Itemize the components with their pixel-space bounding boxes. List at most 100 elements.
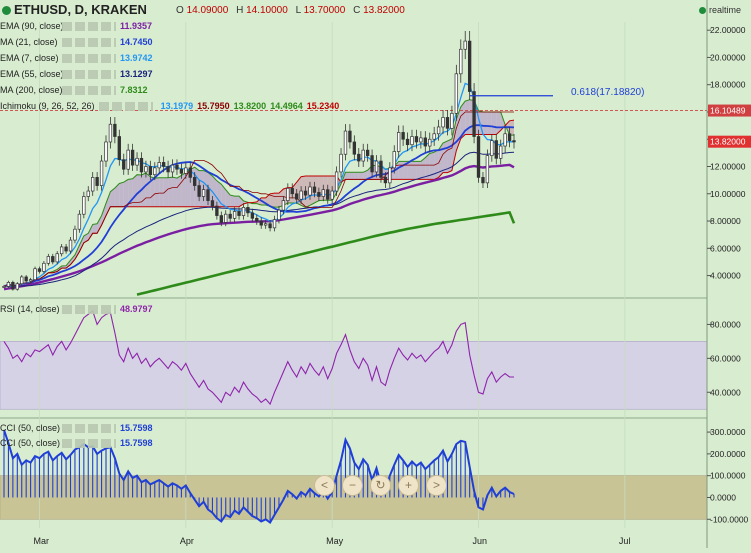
candle-body xyxy=(197,185,201,197)
candle-body xyxy=(450,112,454,129)
ohlc-low-key: L xyxy=(295,5,301,16)
candle-body xyxy=(432,133,436,140)
price-tick-label: 22.00000 xyxy=(710,25,746,35)
price-tick-label: 8.00000 xyxy=(710,216,741,226)
candle-body xyxy=(11,282,15,290)
candle-body xyxy=(499,145,503,159)
legend-ma-21-value: 14.7450 xyxy=(120,37,153,47)
cloud-segment xyxy=(114,183,120,207)
legend-controls-icon[interactable] xyxy=(98,102,153,112)
ohlc-high-key: H xyxy=(236,5,244,16)
legend-ema-55[interactable]: EMA (55, close) 13.1297 xyxy=(0,69,153,83)
rsi-tick-label: 60.0000 xyxy=(710,353,741,363)
reset-button[interactable]: ↻ xyxy=(370,475,391,496)
realtime-indicator[interactable]: realtime xyxy=(698,5,741,15)
legend-cci-2-name: CCI (50, close) xyxy=(0,438,61,448)
legend-ema-55-name: EMA (55, close) xyxy=(0,69,64,79)
legend-cci-2[interactable]: CCI (50, close) 15.7598 xyxy=(0,438,153,452)
candle-body xyxy=(317,192,321,197)
candle-body xyxy=(272,219,277,229)
legend-ema-7[interactable]: EMA (7, close) 13.9742 xyxy=(0,53,153,67)
status-dot-icon xyxy=(2,6,11,16)
legend-cci-1[interactable]: CCI (50, close) 15.7598 xyxy=(0,423,153,437)
candle-body xyxy=(46,256,51,264)
candle-body xyxy=(299,190,303,200)
candle-body xyxy=(370,155,374,173)
legend-ema-55-value: 13.1297 xyxy=(120,69,153,79)
legend-controls-icon[interactable] xyxy=(62,22,116,32)
candle-body xyxy=(184,167,188,174)
price-tick-label: 18.00000 xyxy=(710,80,746,90)
cloud-segment xyxy=(199,170,204,207)
cloud-segment xyxy=(110,187,115,207)
ohlc-low-value: 13.70000 xyxy=(303,5,346,16)
legend-controls-icon[interactable] xyxy=(62,70,116,80)
candle-body xyxy=(286,187,290,201)
legend-controls-icon[interactable] xyxy=(62,424,116,434)
candle-body xyxy=(428,138,432,147)
legend-controls-icon[interactable] xyxy=(62,38,116,48)
candle-body xyxy=(99,160,104,186)
legend-ema-90[interactable]: EMA (90, close) 11.9357 xyxy=(0,21,152,35)
legend-rsi[interactable]: RSI (14, close) 48.9797 xyxy=(0,304,153,318)
scroll-left-button[interactable]: < xyxy=(314,475,335,496)
cloud-segment xyxy=(88,224,93,241)
candle-body xyxy=(42,262,46,272)
legend-ichimoku[interactable]: Ichimoku (9, 26, 52, 26) 13.1979 15.7950 13… xyxy=(0,101,339,115)
cloud-segment xyxy=(230,195,235,207)
last-price-label-bg xyxy=(708,135,751,148)
ema-55-line xyxy=(3,151,515,287)
ichimoku-span-a-value: 14.4964 xyxy=(270,101,303,111)
hline-price-label: 16.10489 xyxy=(710,106,746,116)
cloud-segment xyxy=(141,172,146,207)
candle-body xyxy=(503,133,507,147)
cloud-segment xyxy=(358,172,364,180)
candle-body xyxy=(250,212,255,219)
legend-controls-icon[interactable] xyxy=(62,305,116,315)
candle-body xyxy=(321,189,325,197)
scroll-right-button[interactable]: > xyxy=(426,475,447,496)
candle-body xyxy=(259,220,263,226)
candle-body xyxy=(277,209,281,221)
candle-body xyxy=(228,213,232,219)
fib-label: 0.618(17.18820) xyxy=(571,87,644,98)
candle-body xyxy=(170,164,175,173)
candle-body xyxy=(255,217,259,222)
cloud-segment xyxy=(221,184,226,207)
zoom-in-button[interactable]: + xyxy=(398,475,419,496)
ohlc-readout: O 14.09000 H 14.10000 L 13.70000 C 13.82… xyxy=(176,5,410,16)
cloud-segment xyxy=(154,177,160,207)
candle-body xyxy=(20,276,24,285)
cloud-segment xyxy=(97,215,102,234)
candle-body xyxy=(512,140,516,143)
zoom-out-button[interactable]: − xyxy=(342,475,363,496)
legend-ma-21[interactable]: MA (21, close) 14.7450 xyxy=(0,37,153,51)
legend-controls-icon[interactable] xyxy=(62,439,116,449)
candle-body xyxy=(463,40,467,50)
legend-controls-icon[interactable] xyxy=(62,54,116,64)
chart-navigation: < − ↻ + > xyxy=(314,475,454,497)
candle-body xyxy=(290,187,294,195)
candle-body xyxy=(161,162,166,167)
cloud-segment xyxy=(487,111,492,135)
cloud-segment xyxy=(106,191,111,216)
candle-body xyxy=(91,177,95,192)
candle-body xyxy=(397,132,401,152)
candle-body xyxy=(361,149,365,162)
fibonacci-line[interactable]: 0.618(17.18820) xyxy=(470,87,644,98)
legend-ma-200[interactable]: MA (200, close) 7.8312 xyxy=(0,85,148,99)
symbol-title[interactable]: ETHUSD, D, KRAKEN xyxy=(0,2,147,20)
candle-body xyxy=(414,136,419,143)
cloud-segment xyxy=(425,153,430,180)
cci-tick-label: 0.0000 xyxy=(710,492,736,502)
candle-body xyxy=(303,190,308,196)
candle-body xyxy=(232,211,237,219)
legend-controls-icon[interactable] xyxy=(62,86,116,96)
cloud-segment xyxy=(163,177,169,207)
candle-body xyxy=(507,133,512,141)
ichimoku-lagging-value: 13.8200 xyxy=(233,101,267,111)
cloud-segment xyxy=(420,157,426,180)
cloud-segment xyxy=(496,111,501,135)
ohlc-open-value: 14.09000 xyxy=(186,5,229,16)
